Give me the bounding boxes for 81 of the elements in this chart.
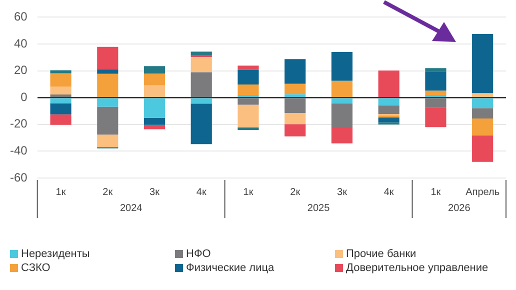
bar bbox=[472, 108, 494, 119]
x-tick-label: 1к bbox=[56, 186, 66, 198]
bar bbox=[378, 117, 400, 122]
legend-label: Физические лица bbox=[186, 262, 274, 274]
bar bbox=[144, 66, 166, 74]
y-tick-label: -40 bbox=[10, 144, 28, 158]
bar bbox=[190, 104, 212, 144]
bar bbox=[331, 98, 353, 104]
bar bbox=[425, 98, 446, 108]
x-tick-label: 3к bbox=[150, 186, 160, 198]
bar bbox=[144, 118, 166, 125]
bar bbox=[97, 46, 118, 70]
bar bbox=[425, 72, 446, 91]
bar bbox=[190, 98, 212, 104]
text: 2024 bbox=[120, 202, 143, 214]
bar bbox=[284, 98, 306, 114]
legend-label: Нерезиденты bbox=[21, 248, 90, 260]
bar bbox=[284, 113, 306, 124]
bar bbox=[97, 98, 118, 107]
bar bbox=[238, 70, 259, 84]
bar bbox=[238, 98, 259, 105]
bar bbox=[190, 52, 212, 56]
bar bbox=[284, 124, 306, 136]
bar bbox=[472, 98, 494, 108]
bar bbox=[238, 66, 259, 70]
bar bbox=[50, 73, 72, 86]
bar bbox=[144, 98, 166, 118]
y-tick-label: 20 bbox=[14, 63, 28, 78]
bar bbox=[50, 98, 72, 104]
bar bbox=[331, 128, 353, 144]
bar bbox=[425, 108, 446, 128]
bar bbox=[144, 73, 166, 86]
bar bbox=[238, 127, 259, 130]
bar bbox=[238, 104, 259, 128]
bar bbox=[50, 103, 72, 114]
bar bbox=[190, 57, 212, 72]
bar bbox=[378, 70, 400, 97]
text: 2025 bbox=[307, 202, 330, 214]
bar bbox=[97, 69, 118, 74]
bar bbox=[97, 74, 118, 97]
bar bbox=[190, 72, 212, 97]
bar bbox=[284, 59, 306, 84]
bar bbox=[472, 93, 494, 97]
bar bbox=[331, 52, 353, 81]
bar bbox=[284, 84, 306, 94]
bar bbox=[50, 114, 72, 125]
x-tick-label: 2к bbox=[102, 186, 114, 198]
legend-label: НФО bbox=[186, 248, 211, 260]
bar bbox=[378, 98, 400, 106]
bar bbox=[425, 90, 446, 96]
text: 2026 bbox=[448, 202, 471, 214]
bar bbox=[472, 118, 494, 136]
bar bbox=[144, 124, 166, 130]
x-tick-label: 1к bbox=[243, 186, 254, 198]
y-tick-label: -20 bbox=[10, 116, 28, 131]
y-tick-label: 40 bbox=[14, 36, 28, 50]
bar bbox=[50, 70, 72, 74]
bar bbox=[331, 103, 353, 128]
bar bbox=[97, 106, 118, 135]
legend-label: Прочие банки bbox=[346, 248, 416, 260]
y-tick-label: 60 bbox=[14, 10, 28, 24]
legend-label: СЗКО bbox=[21, 262, 50, 274]
x-tick-label: 2к bbox=[290, 186, 301, 198]
x-tick-label: 4к bbox=[196, 186, 207, 198]
y-tick-label: -60 bbox=[10, 170, 28, 184]
y-tick-label: 0 bbox=[20, 90, 28, 104]
bar bbox=[425, 68, 446, 72]
x-tick-label: Апрель bbox=[466, 186, 500, 198]
bar bbox=[472, 135, 494, 162]
x-tick-label: 1к bbox=[430, 186, 442, 198]
bar bbox=[50, 86, 72, 95]
bar bbox=[331, 80, 353, 97]
bar bbox=[378, 105, 400, 114]
bar bbox=[144, 85, 166, 97]
bar bbox=[97, 134, 118, 148]
bar bbox=[472, 34, 494, 94]
bar bbox=[238, 84, 259, 96]
bar bbox=[284, 94, 306, 97]
x-tick-label: 4к bbox=[384, 186, 394, 198]
legend-label: Доверительное управление bbox=[346, 262, 488, 274]
x-tick-label: 3к bbox=[337, 186, 348, 198]
